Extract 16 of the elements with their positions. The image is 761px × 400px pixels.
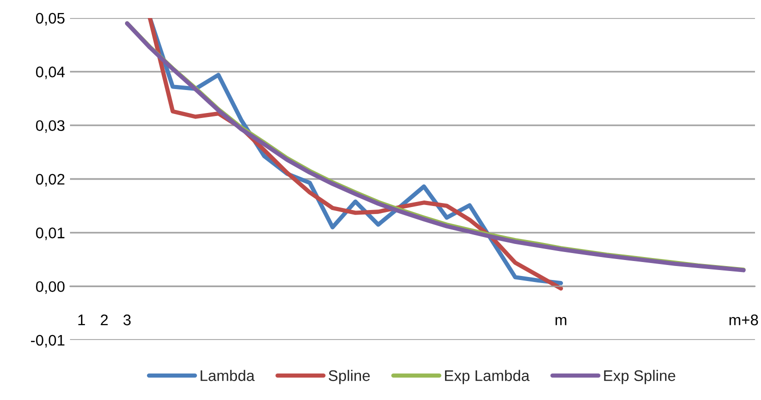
y-tick-label: 0,00: [36, 281, 65, 294]
y-tick-label: 0,04: [36, 66, 65, 80]
x-tick-label: 3: [123, 314, 131, 326]
y-tick-label: 0,03: [36, 120, 64, 133]
y-tick-label: 0,05: [36, 12, 64, 26]
legend-label: Exp Spline: [604, 370, 676, 384]
y-tick-label: -0,01: [31, 334, 64, 348]
legend-label: Exp Lambda: [445, 370, 530, 384]
y-tick-label: 0,01: [36, 228, 64, 240]
y-tick-label: 0,02: [36, 174, 64, 186]
legend-label: Lambda: [200, 370, 255, 382]
x-tick-label: m: [556, 316, 566, 326]
x-tick-label: 1: [78, 314, 85, 326]
x-tick-label: m+8: [730, 314, 758, 326]
x-tick-label: 2: [100, 314, 108, 326]
legend-label: Spline: [328, 370, 370, 384]
